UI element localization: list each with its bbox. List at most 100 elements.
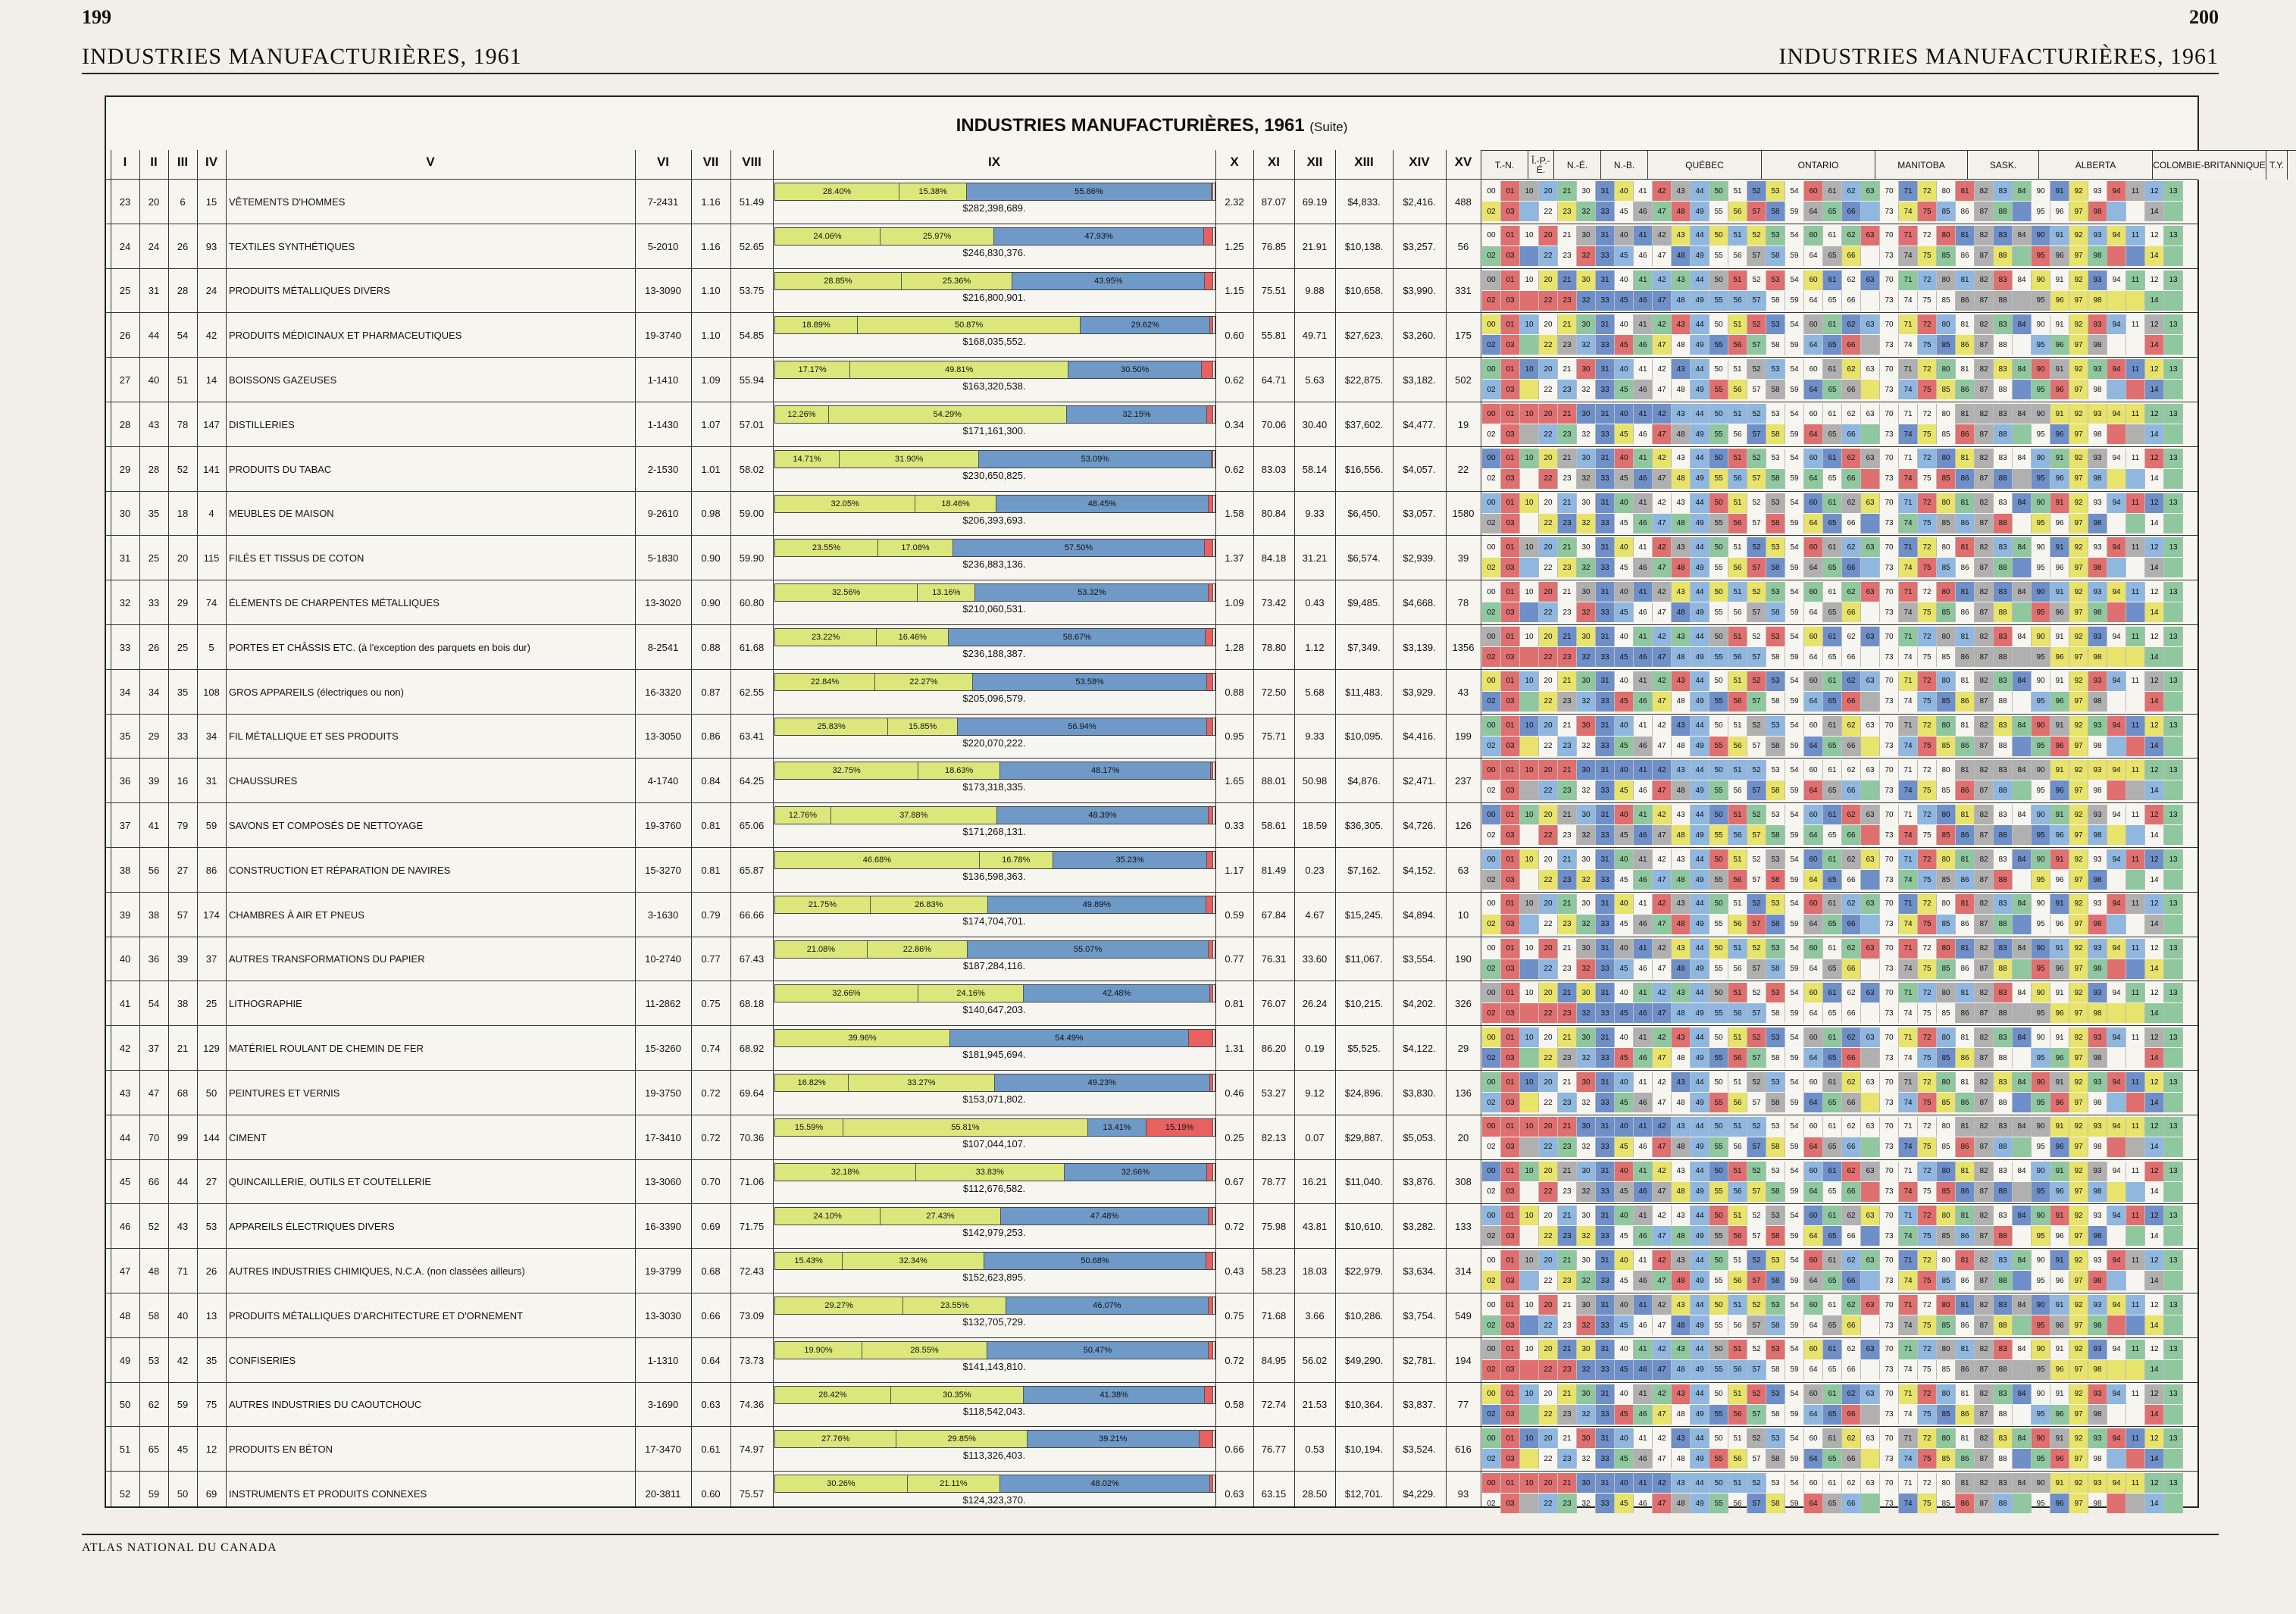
cell-viii: 72.43 bbox=[739, 1265, 765, 1278]
cell-xii: 0.19 bbox=[1305, 1043, 1325, 1055]
cell-xii: 0.23 bbox=[1305, 864, 1325, 876]
region-code-cell: 55 bbox=[1709, 1093, 1728, 1112]
region-code-cell: 81 bbox=[1956, 1473, 1975, 1494]
region-code-cell: 02 bbox=[1482, 602, 1501, 623]
region-code-cell bbox=[2013, 246, 2032, 266]
region-code-cell: 98 bbox=[2088, 1003, 2107, 1024]
share-segment-remainder bbox=[1209, 940, 1213, 958]
share-segment-remainder bbox=[1207, 1163, 1213, 1181]
cell-i: 50 bbox=[119, 1399, 131, 1411]
region-code-cell: 14 bbox=[2145, 246, 2164, 266]
region-code-cell: 03 bbox=[1501, 1003, 1520, 1024]
region-code-cell: 85 bbox=[1937, 1359, 1956, 1380]
region-code-cell: 01 bbox=[1501, 1428, 1520, 1449]
region-code-cell: 40 bbox=[1615, 359, 1634, 380]
region-code-cell: 82 bbox=[1975, 1428, 1994, 1449]
region-code-cell: 59 bbox=[1785, 691, 1804, 712]
cell-vi: 4-1740 bbox=[647, 775, 679, 787]
region-code-cell: 80 bbox=[1937, 715, 1956, 736]
region-code-cell: 03 bbox=[1501, 825, 1520, 846]
region-code-cell: 94 bbox=[2107, 404, 2126, 424]
region-code-cell: 63 bbox=[1861, 1473, 1880, 1494]
shipment-value: $230,650,825. bbox=[962, 469, 1026, 481]
region-code-cell: 98 bbox=[2088, 380, 2107, 400]
region-code-cell: 02 bbox=[1482, 959, 1501, 979]
region-code-cell: 22 bbox=[1539, 691, 1558, 712]
region-code-cell bbox=[2126, 1226, 2145, 1246]
region-code-cell: 85 bbox=[1937, 202, 1956, 221]
region-code-cell: 59 bbox=[1785, 1449, 1804, 1469]
cell-xv: 488 bbox=[1455, 195, 1472, 208]
region-code-cell: 10 bbox=[1520, 404, 1539, 424]
region-code-cell: 50 bbox=[1709, 1161, 1728, 1181]
region-code-cell: 52 bbox=[1747, 359, 1766, 380]
region-code-cell: 60 bbox=[1804, 893, 1823, 914]
cell-vii: 1.01 bbox=[701, 463, 721, 475]
region-code-cell: 43 bbox=[1672, 404, 1691, 424]
share-segment-p3: 48.39% bbox=[996, 807, 1209, 824]
region-code-cell: 98 bbox=[2088, 1449, 2107, 1469]
region-code-cell: 92 bbox=[2069, 1072, 2088, 1092]
share-bar-track: 15.43% 32.34% 50.68% bbox=[774, 1252, 1215, 1271]
region-code-cell: 52 bbox=[1747, 1339, 1766, 1359]
region-code-cell: 75 bbox=[1918, 825, 1937, 846]
region-code-cell: 61 bbox=[1823, 270, 1842, 290]
cell-vii: 0.75 bbox=[701, 998, 721, 1010]
region-code-cell: 87 bbox=[1975, 202, 1994, 221]
region-code-cell: 12 bbox=[2145, 582, 2164, 602]
region-code-cell: 57 bbox=[1747, 1315, 1766, 1335]
region-code-cell bbox=[2126, 1315, 2145, 1335]
region-code-cell: 54 bbox=[1785, 715, 1804, 736]
region-code-cell: 80 bbox=[1937, 1206, 1956, 1226]
region-code-cell: 91 bbox=[2050, 582, 2069, 602]
region-code-cell: 75 bbox=[1918, 558, 1937, 578]
region-code-cell: 21 bbox=[1558, 1206, 1577, 1226]
region-code-cell: 33 bbox=[1596, 558, 1615, 578]
region-code-cell: 52 bbox=[1747, 404, 1766, 424]
share-segment-p1: 32.18% bbox=[775, 1163, 916, 1181]
region-code-cell: 55 bbox=[1709, 1048, 1728, 1068]
region-code-cell: 92 bbox=[2069, 938, 2088, 959]
cell-xii: 16.21 bbox=[1302, 1176, 1328, 1188]
region-code-cell: 83 bbox=[1994, 1339, 2013, 1359]
region-code-cell bbox=[2164, 959, 2183, 979]
cell-iv: 93 bbox=[205, 240, 217, 252]
region-code-cell: 74 bbox=[1899, 380, 1918, 400]
cell-vii: 1.16 bbox=[701, 240, 721, 252]
region-code-cell: 31 bbox=[1596, 270, 1615, 290]
share-segment-p2: 22.27% bbox=[875, 673, 973, 690]
region-code-cell: 75 bbox=[1918, 1271, 1937, 1291]
share-segment-p1: 12.76% bbox=[775, 807, 831, 824]
cell-ii: 52 bbox=[148, 1221, 160, 1233]
cell-viii: 67.43 bbox=[739, 953, 765, 965]
share-segment-p1: 19.90% bbox=[775, 1341, 863, 1359]
region-code-cell: 87 bbox=[1975, 1003, 1994, 1024]
region-code-cell: 40 bbox=[1615, 1028, 1634, 1048]
region-code-cell: 93 bbox=[2088, 537, 2107, 558]
region-code-cell: 46 bbox=[1634, 1494, 1653, 1514]
region-code-cell: 13 bbox=[2164, 1295, 2183, 1315]
share-segment-remainder bbox=[1205, 1386, 1213, 1403]
cell-ii: 36 bbox=[148, 953, 160, 965]
region-code-cell: 46 bbox=[1634, 1048, 1653, 1068]
region-code-cell: 48 bbox=[1672, 1404, 1691, 1425]
region-code-cell: 80 bbox=[1937, 1072, 1956, 1092]
region-code-cell: 64 bbox=[1804, 1449, 1823, 1469]
region-code-line: 00 01 10 20 21 30 31 40 41 42 43 44 50 51 52 53 54 60 61 62… bbox=[1482, 270, 2183, 290]
region-code-cell: 31 bbox=[1596, 404, 1615, 424]
region-code-cell: 95 bbox=[2032, 558, 2050, 578]
cell-xii: 56.02 bbox=[1302, 1354, 1328, 1366]
region-code-cell: 58 bbox=[1766, 558, 1785, 578]
region-code-cell: 86 bbox=[1956, 1048, 1975, 1068]
region-code-cell: 21 bbox=[1558, 225, 1577, 246]
region-code-cell: 54 bbox=[1785, 1116, 1804, 1137]
region-code-cell: 94 bbox=[2107, 314, 2126, 335]
region-code-cell: 45 bbox=[1615, 1359, 1634, 1380]
region-code-cell: 00 bbox=[1482, 849, 1501, 869]
region-code-cell: 83 bbox=[1994, 1161, 2013, 1181]
region-code-cell: 30 bbox=[1577, 1384, 1596, 1404]
cell-viii: 65.06 bbox=[739, 820, 765, 832]
share-bar: 29.27% 23.55% 46.07% $132,705,729. bbox=[774, 1297, 1215, 1334]
region-code-cell: 51 bbox=[1728, 671, 1747, 691]
region-code-cell: 73 bbox=[1880, 335, 1899, 355]
